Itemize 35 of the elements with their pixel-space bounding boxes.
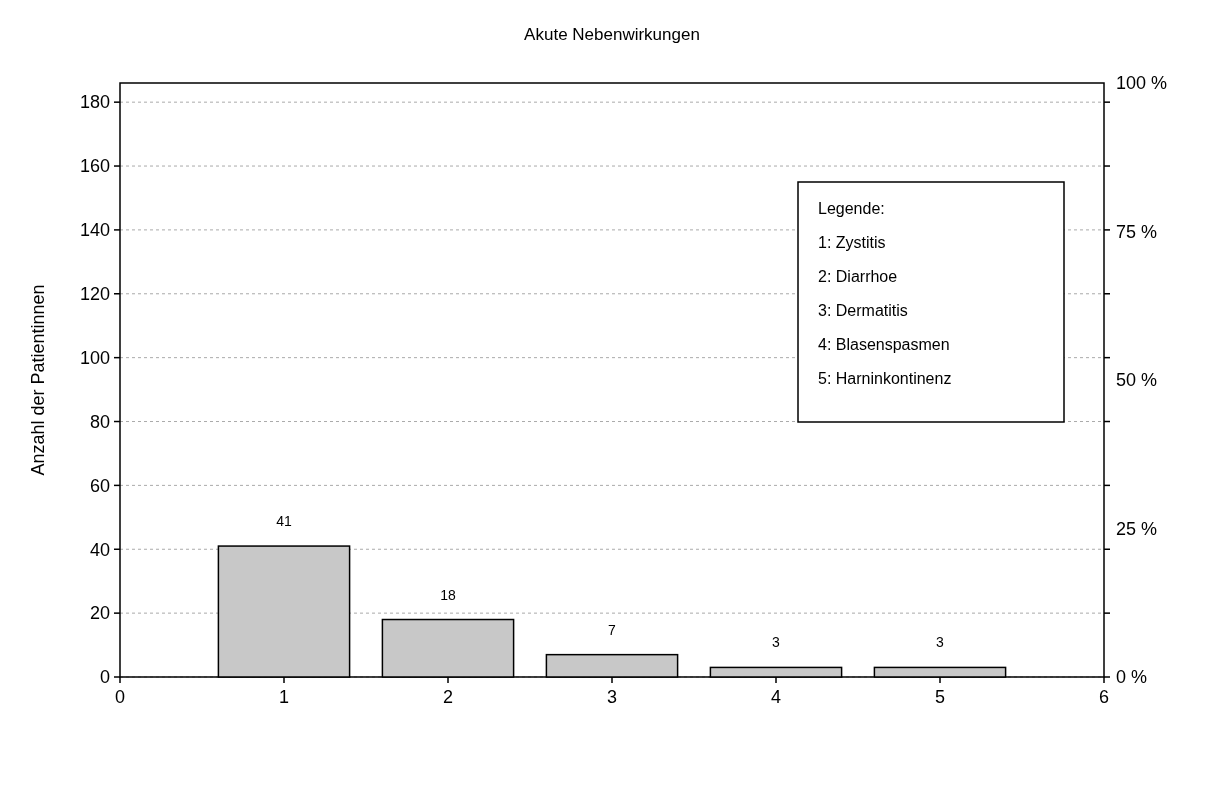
y-tick-label: 20 (89, 603, 110, 624)
data-label: 18 (440, 586, 456, 603)
annotation: 5: Harninkontinenz (818, 370, 952, 387)
y-tick-label: 160 (79, 156, 110, 177)
y-tick-label: 140 (79, 220, 110, 241)
chart-title: Akute Nebenwirkungen (524, 25, 700, 44)
x-tick-label: 0 (114, 687, 126, 707)
y2-tick-label: 50 % (1116, 370, 1158, 391)
y2-tick-label: 75 % (1116, 221, 1158, 242)
y-axis-title: Anzahl der Patientinnen (28, 284, 48, 476)
y-tick-label: 0 (99, 667, 110, 688)
annotation: 1: Zystitis (818, 234, 886, 251)
annotation: 2: Diarrhoe (818, 268, 898, 285)
y2-tick-label: 100 % (1116, 73, 1168, 94)
x-tick-label: 3 (606, 687, 618, 707)
y2-tick-label: 0 % (1116, 667, 1148, 688)
x-tick-label: 5 (934, 687, 946, 707)
y-tick-label: 100 (79, 347, 110, 368)
y-tick-label: 40 (89, 539, 110, 560)
annotation: 3: Dermatitis (818, 302, 908, 319)
data-label: 3 (772, 634, 781, 651)
x-tick-label: 4 (770, 687, 782, 707)
x-tick-label: 2 (442, 687, 454, 707)
y-tick-label: 180 (79, 92, 110, 113)
y2-tick-label: 25 % (1116, 518, 1158, 539)
y-tick-label: 80 (89, 411, 110, 432)
x-tick-label: 1 (278, 687, 290, 707)
y-tick-label: 60 (89, 475, 110, 496)
data-label: 7 (608, 621, 617, 638)
annotation: 4: Blasenspasmen (818, 336, 950, 353)
y-tick-label: 120 (79, 284, 110, 305)
data-label: 3 (936, 634, 945, 651)
data-label: 41 (276, 513, 292, 530)
annotation: Legende: (818, 200, 885, 217)
x-tick-label: 6 (1098, 687, 1110, 707)
